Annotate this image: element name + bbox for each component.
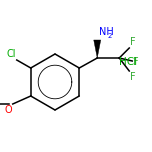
Text: 2: 2 [108,33,112,39]
Text: Cl: Cl [6,49,16,59]
Text: F: F [130,37,136,47]
Text: NH: NH [99,27,114,37]
Text: O: O [4,105,12,115]
Text: HCl: HCl [119,57,137,67]
Text: F: F [130,72,136,82]
Polygon shape [94,40,101,58]
Text: F: F [133,57,139,67]
